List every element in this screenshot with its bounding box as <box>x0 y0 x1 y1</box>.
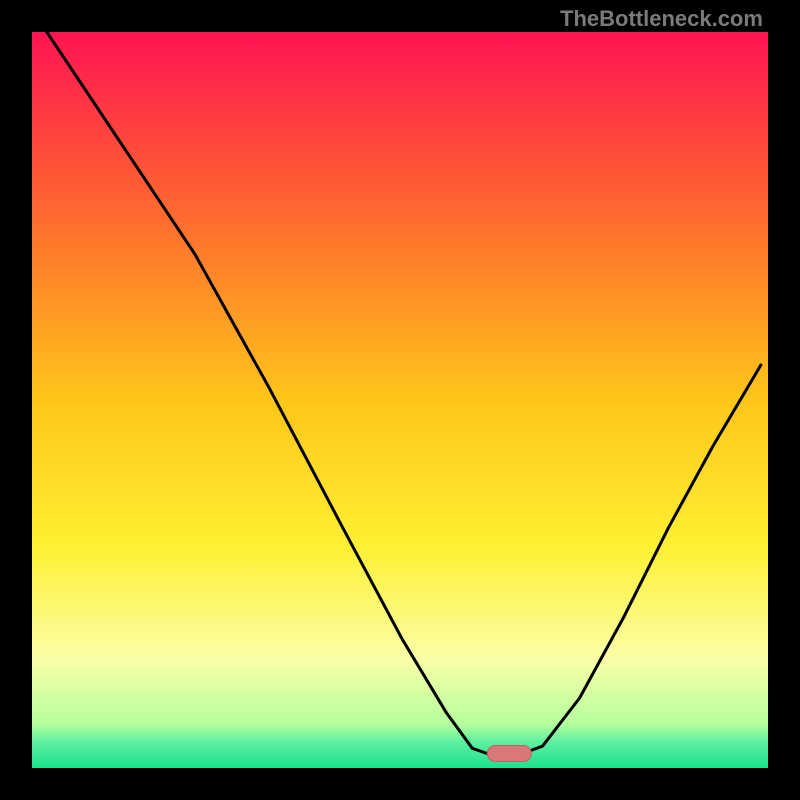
optimal-marker <box>32 32 772 772</box>
watermark-text: TheBottleneck.com <box>560 6 763 32</box>
bottleneck-curve <box>32 32 772 772</box>
chart-root: TheBottleneck.com <box>0 0 800 800</box>
gradient-plot-area <box>30 30 770 770</box>
